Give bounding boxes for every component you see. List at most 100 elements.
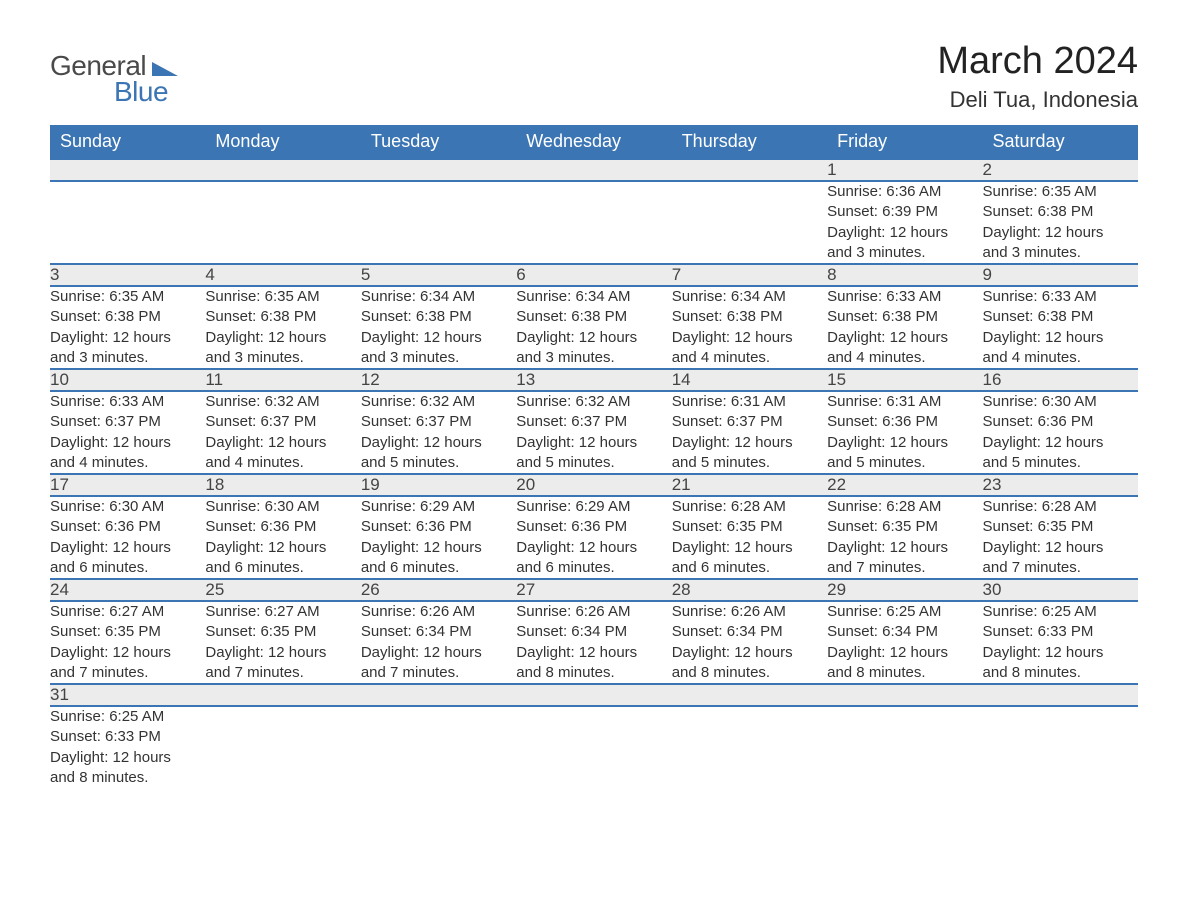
daylight-text-1: Daylight: 12 hours (827, 538, 982, 558)
day-detail-cell: Sunrise: 6:27 AMSunset: 6:35 PMDaylight:… (50, 601, 205, 684)
day-number-cell: 18 (205, 474, 360, 496)
daylight-text-1: Daylight: 12 hours (205, 433, 360, 453)
daylight-text-2: and 4 minutes. (983, 348, 1138, 368)
day-number-cell (672, 684, 827, 706)
sunrise-text: Sunrise: 6:31 AM (827, 392, 982, 412)
day-detail-cell: Sunrise: 6:32 AMSunset: 6:37 PMDaylight:… (205, 391, 360, 474)
day-number-cell: 21 (672, 474, 827, 496)
day-number-row: 3456789 (50, 264, 1138, 286)
daylight-text-2: and 7 minutes. (50, 663, 205, 683)
day-detail-cell (361, 181, 516, 264)
day-number-row: 10111213141516 (50, 369, 1138, 391)
sunrise-text: Sunrise: 6:30 AM (205, 497, 360, 517)
day-number-cell (516, 159, 671, 181)
daylight-text-1: Daylight: 12 hours (205, 538, 360, 558)
day-number-cell (50, 159, 205, 181)
sunset-text: Sunset: 6:35 PM (205, 622, 360, 642)
sunset-text: Sunset: 6:37 PM (516, 412, 671, 432)
daylight-text-2: and 6 minutes. (361, 558, 516, 578)
daylight-text-1: Daylight: 12 hours (672, 433, 827, 453)
day-number-cell: 5 (361, 264, 516, 286)
sunrise-text: Sunrise: 6:33 AM (827, 287, 982, 307)
sunset-text: Sunset: 6:37 PM (50, 412, 205, 432)
sunset-text: Sunset: 6:35 PM (50, 622, 205, 642)
daylight-text-1: Daylight: 12 hours (983, 223, 1138, 243)
daylight-text-2: and 8 minutes. (983, 663, 1138, 683)
daylight-text-1: Daylight: 12 hours (516, 538, 671, 558)
day-number-cell: 13 (516, 369, 671, 391)
sunset-text: Sunset: 6:36 PM (361, 517, 516, 537)
sunrise-text: Sunrise: 6:36 AM (827, 182, 982, 202)
sunrise-text: Sunrise: 6:33 AM (983, 287, 1138, 307)
sunrise-text: Sunrise: 6:26 AM (672, 602, 827, 622)
day-detail-cell: Sunrise: 6:30 AMSunset: 6:36 PMDaylight:… (50, 496, 205, 579)
sunrise-text: Sunrise: 6:25 AM (983, 602, 1138, 622)
day-number-cell: 15 (827, 369, 982, 391)
daylight-text-2: and 3 minutes. (827, 243, 982, 263)
sunrise-text: Sunrise: 6:27 AM (205, 602, 360, 622)
day-number-row: 31 (50, 684, 1138, 706)
daylight-text-2: and 6 minutes. (672, 558, 827, 578)
sunrise-text: Sunrise: 6:32 AM (361, 392, 516, 412)
sunset-text: Sunset: 6:38 PM (827, 307, 982, 327)
day-detail-cell: Sunrise: 6:26 AMSunset: 6:34 PMDaylight:… (516, 601, 671, 684)
sunrise-text: Sunrise: 6:30 AM (983, 392, 1138, 412)
sunset-text: Sunset: 6:33 PM (50, 727, 205, 747)
daylight-text-2: and 8 minutes. (827, 663, 982, 683)
day-detail-row: Sunrise: 6:27 AMSunset: 6:35 PMDaylight:… (50, 601, 1138, 684)
day-detail-row: Sunrise: 6:25 AMSunset: 6:33 PMDaylight:… (50, 706, 1138, 788)
daylight-text-2: and 7 minutes. (983, 558, 1138, 578)
sunrise-text: Sunrise: 6:30 AM (50, 497, 205, 517)
sunrise-text: Sunrise: 6:26 AM (516, 602, 671, 622)
day-detail-cell: Sunrise: 6:33 AMSunset: 6:38 PMDaylight:… (827, 286, 982, 369)
day-number-row: 17181920212223 (50, 474, 1138, 496)
day-number-cell: 20 (516, 474, 671, 496)
day-number-cell: 22 (827, 474, 982, 496)
day-number-cell: 23 (983, 474, 1138, 496)
daylight-text-1: Daylight: 12 hours (516, 643, 671, 663)
sunset-text: Sunset: 6:35 PM (983, 517, 1138, 537)
page-header: General Blue March 2024 Deli Tua, Indone… (50, 40, 1138, 113)
day-detail-cell: Sunrise: 6:29 AMSunset: 6:36 PMDaylight:… (361, 496, 516, 579)
day-detail-cell (672, 706, 827, 788)
sunrise-text: Sunrise: 6:26 AM (361, 602, 516, 622)
daylight-text-1: Daylight: 12 hours (50, 328, 205, 348)
day-detail-cell (361, 706, 516, 788)
weekday-header: Thursday (672, 125, 827, 159)
sunrise-text: Sunrise: 6:34 AM (672, 287, 827, 307)
day-detail-cell (205, 706, 360, 788)
day-number-cell: 16 (983, 369, 1138, 391)
day-detail-cell: Sunrise: 6:26 AMSunset: 6:34 PMDaylight:… (672, 601, 827, 684)
daylight-text-2: and 5 minutes. (672, 453, 827, 473)
day-number-cell: 30 (983, 579, 1138, 601)
daylight-text-2: and 7 minutes. (205, 663, 360, 683)
sunset-text: Sunset: 6:38 PM (361, 307, 516, 327)
day-number-cell: 2 (983, 159, 1138, 181)
day-detail-cell: Sunrise: 6:33 AMSunset: 6:38 PMDaylight:… (983, 286, 1138, 369)
sunset-text: Sunset: 6:36 PM (516, 517, 671, 537)
weekday-header: Wednesday (516, 125, 671, 159)
daylight-text-2: and 5 minutes. (516, 453, 671, 473)
day-number-cell: 9 (983, 264, 1138, 286)
daylight-text-2: and 7 minutes. (827, 558, 982, 578)
sunrise-text: Sunrise: 6:29 AM (361, 497, 516, 517)
sunrise-text: Sunrise: 6:25 AM (50, 707, 205, 727)
sunset-text: Sunset: 6:37 PM (361, 412, 516, 432)
daylight-text-1: Daylight: 12 hours (361, 643, 516, 663)
sunrise-text: Sunrise: 6:29 AM (516, 497, 671, 517)
daylight-text-1: Daylight: 12 hours (983, 328, 1138, 348)
calendar-table: Sunday Monday Tuesday Wednesday Thursday… (50, 125, 1138, 788)
daylight-text-2: and 8 minutes. (50, 768, 205, 788)
day-number-cell (672, 159, 827, 181)
daylight-text-2: and 5 minutes. (361, 453, 516, 473)
day-detail-cell (516, 181, 671, 264)
day-number-cell (361, 159, 516, 181)
day-number-cell (205, 684, 360, 706)
sunset-text: Sunset: 6:35 PM (827, 517, 982, 537)
weekday-header: Tuesday (361, 125, 516, 159)
day-number-cell: 10 (50, 369, 205, 391)
day-detail-cell (50, 181, 205, 264)
sunrise-text: Sunrise: 6:33 AM (50, 392, 205, 412)
sunset-text: Sunset: 6:36 PM (205, 517, 360, 537)
day-detail-cell: Sunrise: 6:25 AMSunset: 6:33 PMDaylight:… (983, 601, 1138, 684)
